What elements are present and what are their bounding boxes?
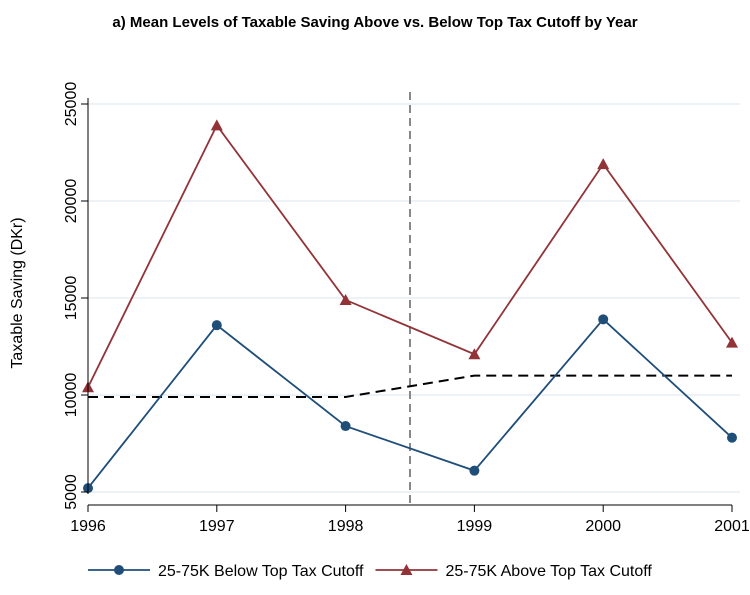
axes: 5000 10000 15000 20000 25000 1996 1997 1998 1999… <box>63 82 750 535</box>
y-axis-title: Taxable Saving (DKr) <box>9 217 26 368</box>
data-point <box>210 119 223 131</box>
data-point <box>469 465 480 476</box>
series-lines <box>82 119 738 494</box>
x-tick-label: 2000 <box>585 518 621 535</box>
y-tick-label: 5000 <box>63 474 80 510</box>
series-line-0 <box>87 318 733 489</box>
data-point <box>468 348 481 360</box>
legend: 25-75K Below Top Tax Cutoff 25-75K Above … <box>88 563 652 580</box>
x-tick-label: 1998 <box>328 518 364 535</box>
legend-label-1: 25-75K Above Top Tax Cutoff <box>445 563 652 580</box>
x-tick-label: 1996 <box>70 518 106 535</box>
legend-label-0: 25-75K Below Top Tax Cutoff <box>158 563 364 580</box>
grid-lines <box>88 103 740 493</box>
y-tick-label: 15000 <box>63 276 80 321</box>
data-point <box>726 336 738 348</box>
reference-dashed-line <box>88 374 732 398</box>
y-tick-label: 10000 <box>63 373 80 418</box>
chart-title: a) Mean Levels of Taxable Saving Above v… <box>112 14 638 31</box>
data-point <box>211 320 222 331</box>
x-tick-label: 1999 <box>457 518 493 535</box>
data-point <box>727 432 737 443</box>
legend-marker-1 <box>400 564 413 575</box>
x-tick-label: 1997 <box>199 518 235 535</box>
x-tick-label: 2001 <box>714 518 750 535</box>
legend-marker-0 <box>114 565 124 575</box>
data-point <box>598 314 609 325</box>
data-point <box>340 421 351 432</box>
reference-lines <box>88 92 732 505</box>
data-point <box>597 158 610 170</box>
y-tick-label: 25000 <box>63 82 80 127</box>
series-line-1 <box>87 123 733 388</box>
data-point <box>339 293 352 305</box>
y-tick-label: 20000 <box>63 179 80 224</box>
